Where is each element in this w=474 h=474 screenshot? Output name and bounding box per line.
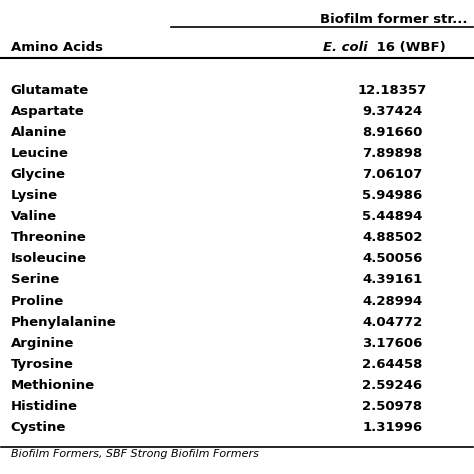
- Text: Biofilm Formers, SBF Strong Biofilm Formers: Biofilm Formers, SBF Strong Biofilm Form…: [11, 449, 259, 459]
- Text: 12.18357: 12.18357: [358, 84, 427, 97]
- Text: 4.39161: 4.39161: [363, 273, 423, 286]
- Text: Biofilm former str...: Biofilm former str...: [320, 13, 468, 26]
- Text: 3.17606: 3.17606: [362, 337, 423, 350]
- Text: Threonine: Threonine: [11, 231, 87, 244]
- Text: Lysine: Lysine: [11, 189, 58, 202]
- Text: Histidine: Histidine: [11, 400, 78, 413]
- Text: Arginine: Arginine: [11, 337, 74, 350]
- Text: 9.37424: 9.37424: [363, 105, 423, 118]
- Text: Alanine: Alanine: [11, 126, 67, 139]
- Text: Tyrosine: Tyrosine: [11, 358, 73, 371]
- Text: Valine: Valine: [11, 210, 57, 223]
- Text: Isoleucine: Isoleucine: [11, 252, 87, 265]
- Text: Amino Acids: Amino Acids: [11, 41, 103, 55]
- Text: Methionine: Methionine: [11, 379, 95, 392]
- Text: Cystine: Cystine: [11, 421, 66, 434]
- Text: 7.06107: 7.06107: [363, 168, 423, 181]
- Text: Glutamate: Glutamate: [11, 84, 89, 97]
- Text: Leucine: Leucine: [11, 147, 69, 160]
- Text: 8.91660: 8.91660: [362, 126, 423, 139]
- Text: Serine: Serine: [11, 273, 59, 286]
- Text: 5.94986: 5.94986: [363, 189, 423, 202]
- Text: Aspartate: Aspartate: [11, 105, 84, 118]
- Text: 2.50978: 2.50978: [363, 400, 422, 413]
- Text: Phenylalanine: Phenylalanine: [11, 316, 117, 328]
- Text: Proline: Proline: [11, 294, 64, 308]
- Text: 4.50056: 4.50056: [362, 252, 423, 265]
- Text: E. coli: E. coli: [323, 41, 368, 55]
- Text: 7.89898: 7.89898: [363, 147, 423, 160]
- Text: 4.28994: 4.28994: [363, 294, 423, 308]
- Text: 2.59246: 2.59246: [363, 379, 422, 392]
- Text: Glycine: Glycine: [11, 168, 66, 181]
- Text: 5.44894: 5.44894: [362, 210, 423, 223]
- Text: 16 (WBF): 16 (WBF): [372, 41, 446, 55]
- Text: 4.88502: 4.88502: [362, 231, 423, 244]
- Text: 2.64458: 2.64458: [362, 358, 423, 371]
- Text: 1.31996: 1.31996: [363, 421, 422, 434]
- Text: 4.04772: 4.04772: [363, 316, 423, 328]
